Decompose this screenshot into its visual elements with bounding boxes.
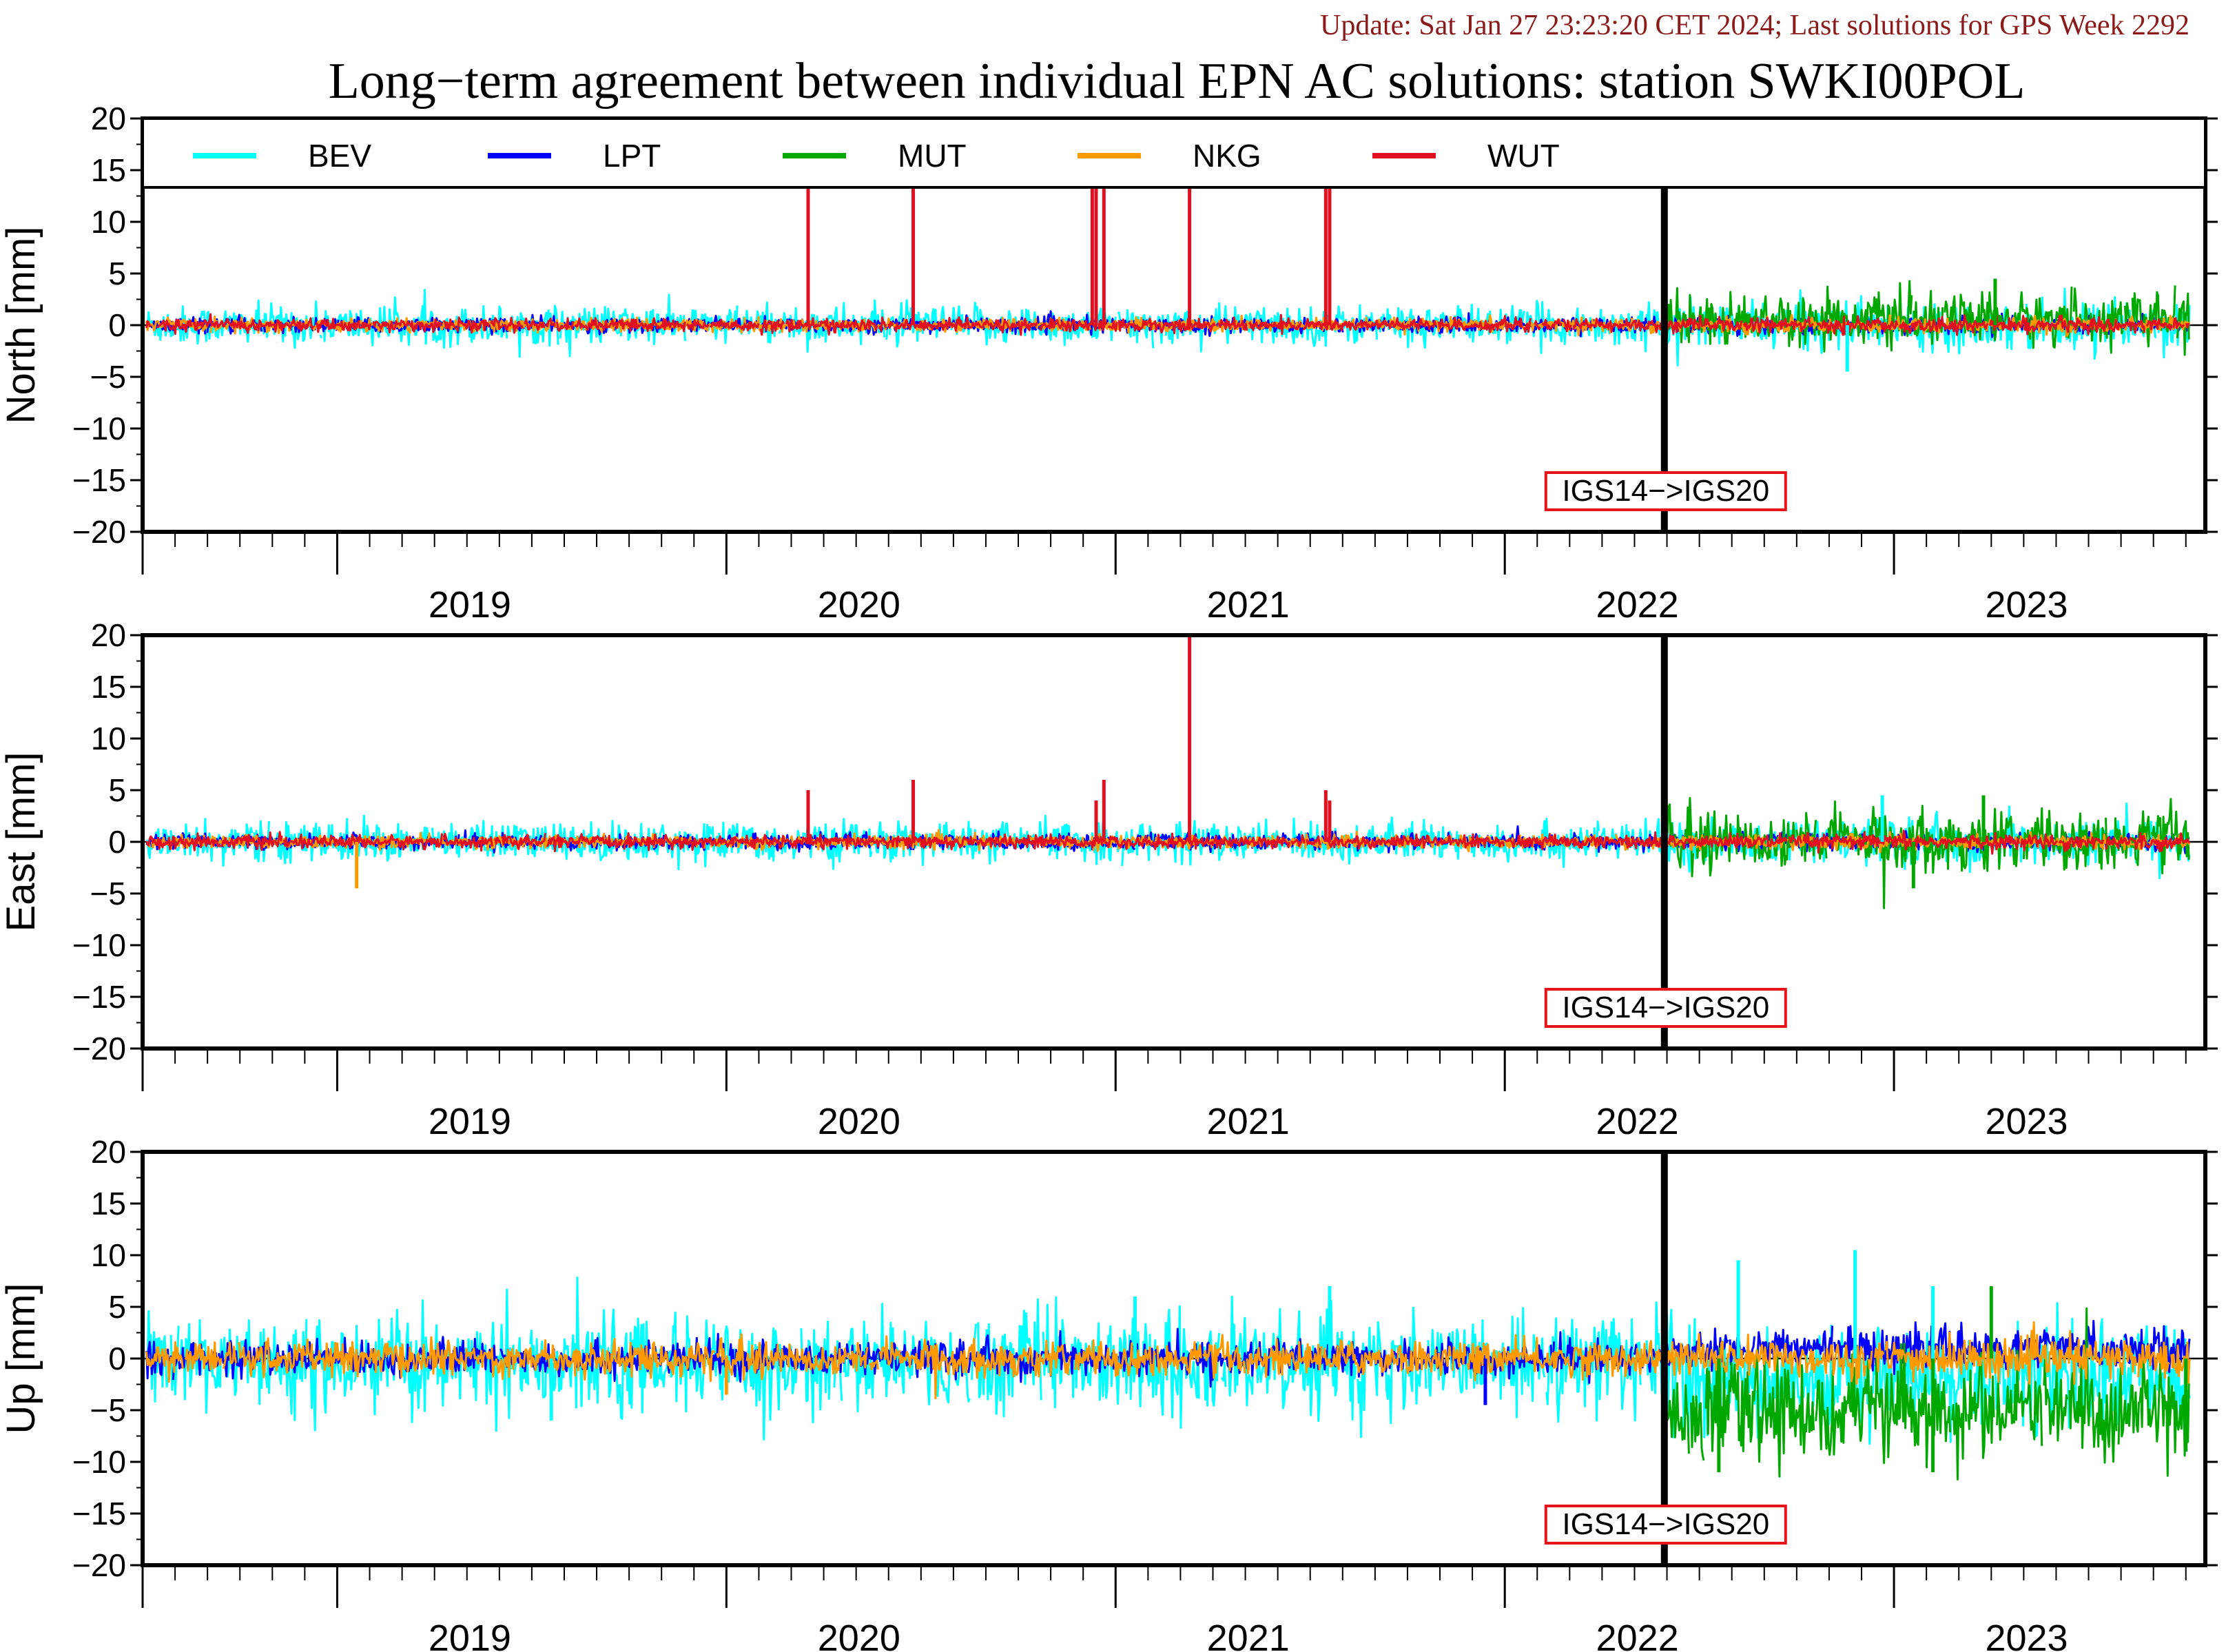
y-tick-label: 0	[108, 307, 126, 343]
y-tick-label: −5	[90, 876, 126, 911]
y-tick-label: 10	[91, 721, 126, 756]
y-tick-label: −15	[72, 1496, 126, 1531]
annotation-box	[1544, 471, 1787, 511]
y-tick-label: −20	[72, 514, 126, 550]
legend-label-mut: MUT	[898, 138, 967, 174]
y-tick-label: −15	[72, 462, 126, 498]
legend-label-lpt: LPT	[603, 138, 661, 174]
annotation-box	[1544, 988, 1787, 1028]
y-tick-label: −10	[72, 411, 126, 446]
y-tick-label: −10	[72, 927, 126, 963]
legend-label-wut: WUT	[1487, 138, 1560, 174]
update-text: Update: Sat Jan 27 23:23:20 CET 2024; La…	[1320, 10, 2189, 41]
x-year-label: 2019	[429, 584, 511, 626]
y-axis-label: East [mm]	[0, 752, 43, 931]
y-tick-label: −20	[72, 1547, 126, 1583]
annotation-label: IGS14−>IGS20	[1562, 474, 1769, 508]
x-year-label: 2022	[1596, 1618, 1679, 1652]
y-tick-label: −5	[90, 1392, 126, 1428]
panel-east: 20 15 10 5 0 −5 −10 −15 −20 East [mm] 2019 2020 2021…	[0, 617, 2218, 1142]
annotation-label: IGS14−>IGS20	[1562, 1507, 1769, 1541]
legend-box	[141, 117, 2207, 189]
y-tick-label: 0	[108, 824, 126, 860]
y-tick-label: 15	[91, 152, 126, 188]
x-year-label: 2020	[818, 584, 900, 626]
x-year-label: 2019	[429, 1101, 511, 1142]
y-tick-label: 15	[91, 1186, 126, 1221]
y-tick-label: −20	[72, 1031, 126, 1066]
y-tick-label: 15	[91, 669, 126, 705]
y-tick-label: 5	[108, 772, 126, 808]
x-year-label: 2023	[1985, 1618, 2068, 1652]
series-group	[145, 1250, 2191, 1480]
y-tick-label: 5	[108, 256, 126, 291]
y-tick-label: 5	[108, 1289, 126, 1325]
x-year-label: 2022	[1596, 584, 1679, 626]
y-tick-label: 20	[91, 1134, 126, 1170]
y-tick-label: −5	[90, 359, 126, 395]
panel-up: 20 15 10 5 0 −5 −10 −15 −20 Up [mm] 2019 2020 2021 20…	[0, 1134, 2218, 1652]
x-year-label: 2021	[1207, 584, 1290, 626]
y-axis-label: North [mm]	[0, 227, 43, 424]
annotation-box	[1544, 1505, 1787, 1545]
series-mut	[1664, 797, 2190, 909]
series-mut	[1663, 1307, 2190, 1480]
y-tick-label: −10	[72, 1444, 126, 1480]
x-year-label: 2021	[1207, 1101, 1290, 1142]
y-tick-label: 0	[108, 1341, 126, 1376]
annotation-label: IGS14−>IGS20	[1562, 991, 1769, 1024]
series-wut	[145, 313, 2190, 336]
x-year-label: 2021	[1207, 1618, 1290, 1652]
chart-title: Long−term agreement between individual E…	[329, 53, 2026, 110]
x-year-label: 2019	[429, 1618, 511, 1652]
y-tick-label: 10	[91, 1237, 126, 1273]
x-year-label: 2020	[818, 1618, 900, 1652]
legend-label-nkg: NKG	[1193, 138, 1261, 174]
y-axis-label: Up [mm]	[0, 1283, 43, 1434]
series-group	[145, 635, 2191, 909]
x-year-label: 2020	[818, 1101, 900, 1142]
series-wut	[145, 829, 2191, 855]
y-tick-label: −15	[72, 979, 126, 1015]
y-tick-label: 10	[91, 204, 126, 240]
y-tick-label: 20	[91, 617, 126, 653]
series-nkg	[145, 1321, 2191, 1400]
x-year-label: 2023	[1985, 1101, 2068, 1142]
legend: BEV LPT MUT NKG WUT	[141, 117, 2207, 189]
series-mut	[1663, 280, 2190, 356]
legend-label-bev: BEV	[308, 138, 371, 174]
x-year-label: 2022	[1596, 1101, 1679, 1142]
x-year-label: 2023	[1985, 584, 2068, 626]
y-tick-label: 20	[91, 101, 126, 136]
